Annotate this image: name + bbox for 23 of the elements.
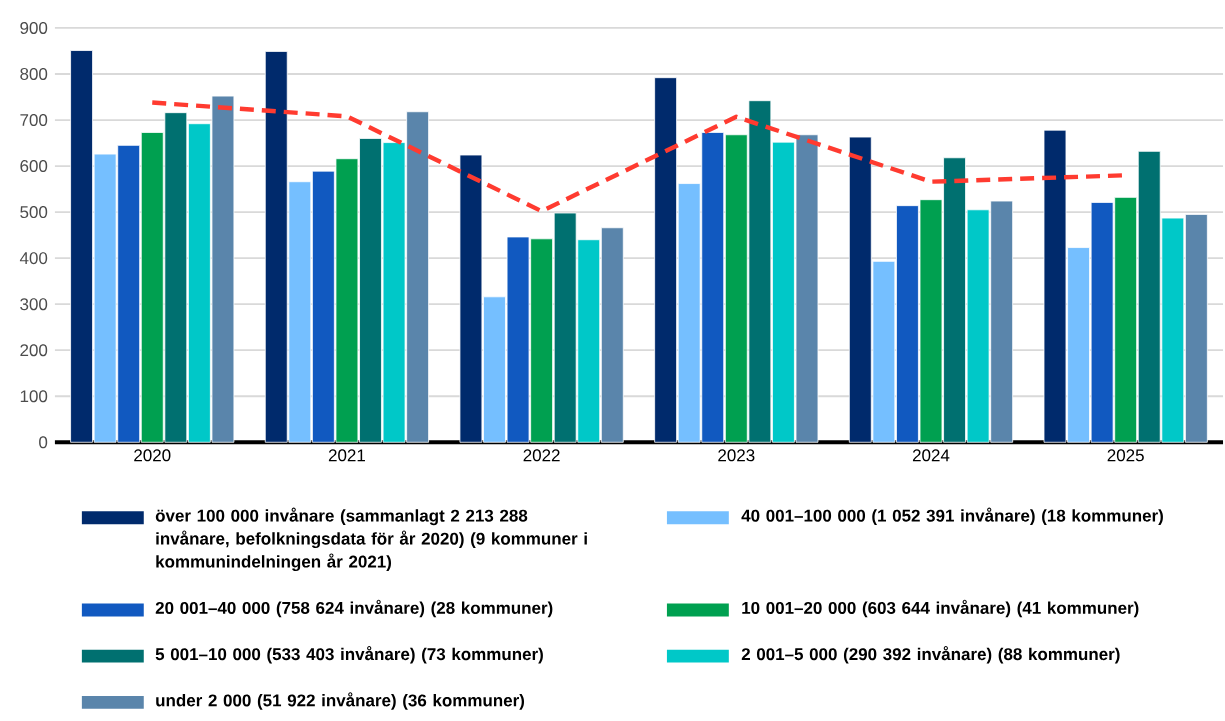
legend-label: 40 001–100 000 (1 052 391 invånare) (18 kommuner) (741, 507, 1163, 526)
y-tick-label: 800 (20, 68, 48, 81)
y-tick-label: 0 (39, 436, 48, 449)
y-tick-label: 300 (20, 298, 48, 311)
legend-label: över 100 000 invånare (sammanlagt 2 213 288 invånare, befolkningsdata för år 2020) (9 kommuner i kommunindelningen år 2021) (155, 507, 587, 572)
x-tick-label: 2021 (328, 449, 365, 462)
y-tick-label: 900 (20, 22, 48, 35)
x-tick-label: 2020 (134, 449, 171, 462)
legend-label: under 2 000 (51 922 invånare) (36 kommuner) (156, 692, 525, 710)
x-tick-label: 2025 (1107, 449, 1144, 462)
x-tick-label: 2022 (523, 449, 560, 462)
y-tick-label: 600 (20, 160, 48, 173)
y-tick-label: 100 (20, 390, 48, 403)
legend-label: 5 001–10 000 (533 403 invånare) (73 kommuner) (155, 646, 543, 664)
legend-label: 20 001–40 000 (758 624 invånare) (28 kommuner) (155, 599, 553, 618)
y-tick-label: 400 (19, 252, 48, 265)
x-tick-label: 2023 (718, 449, 755, 462)
x-tick-label: 2024 (912, 449, 950, 462)
legend-label: 2 001–5 000 (290 392 invånare) (88 kommuner) (741, 646, 1120, 664)
y-tick-label: 500 (20, 206, 48, 219)
y-tick-label: 200 (20, 344, 48, 357)
y-tick-label: 700 (20, 114, 48, 127)
legend-label: 10 001–20 000 (603 644 invånare) (41 kommuner) (742, 599, 1139, 618)
